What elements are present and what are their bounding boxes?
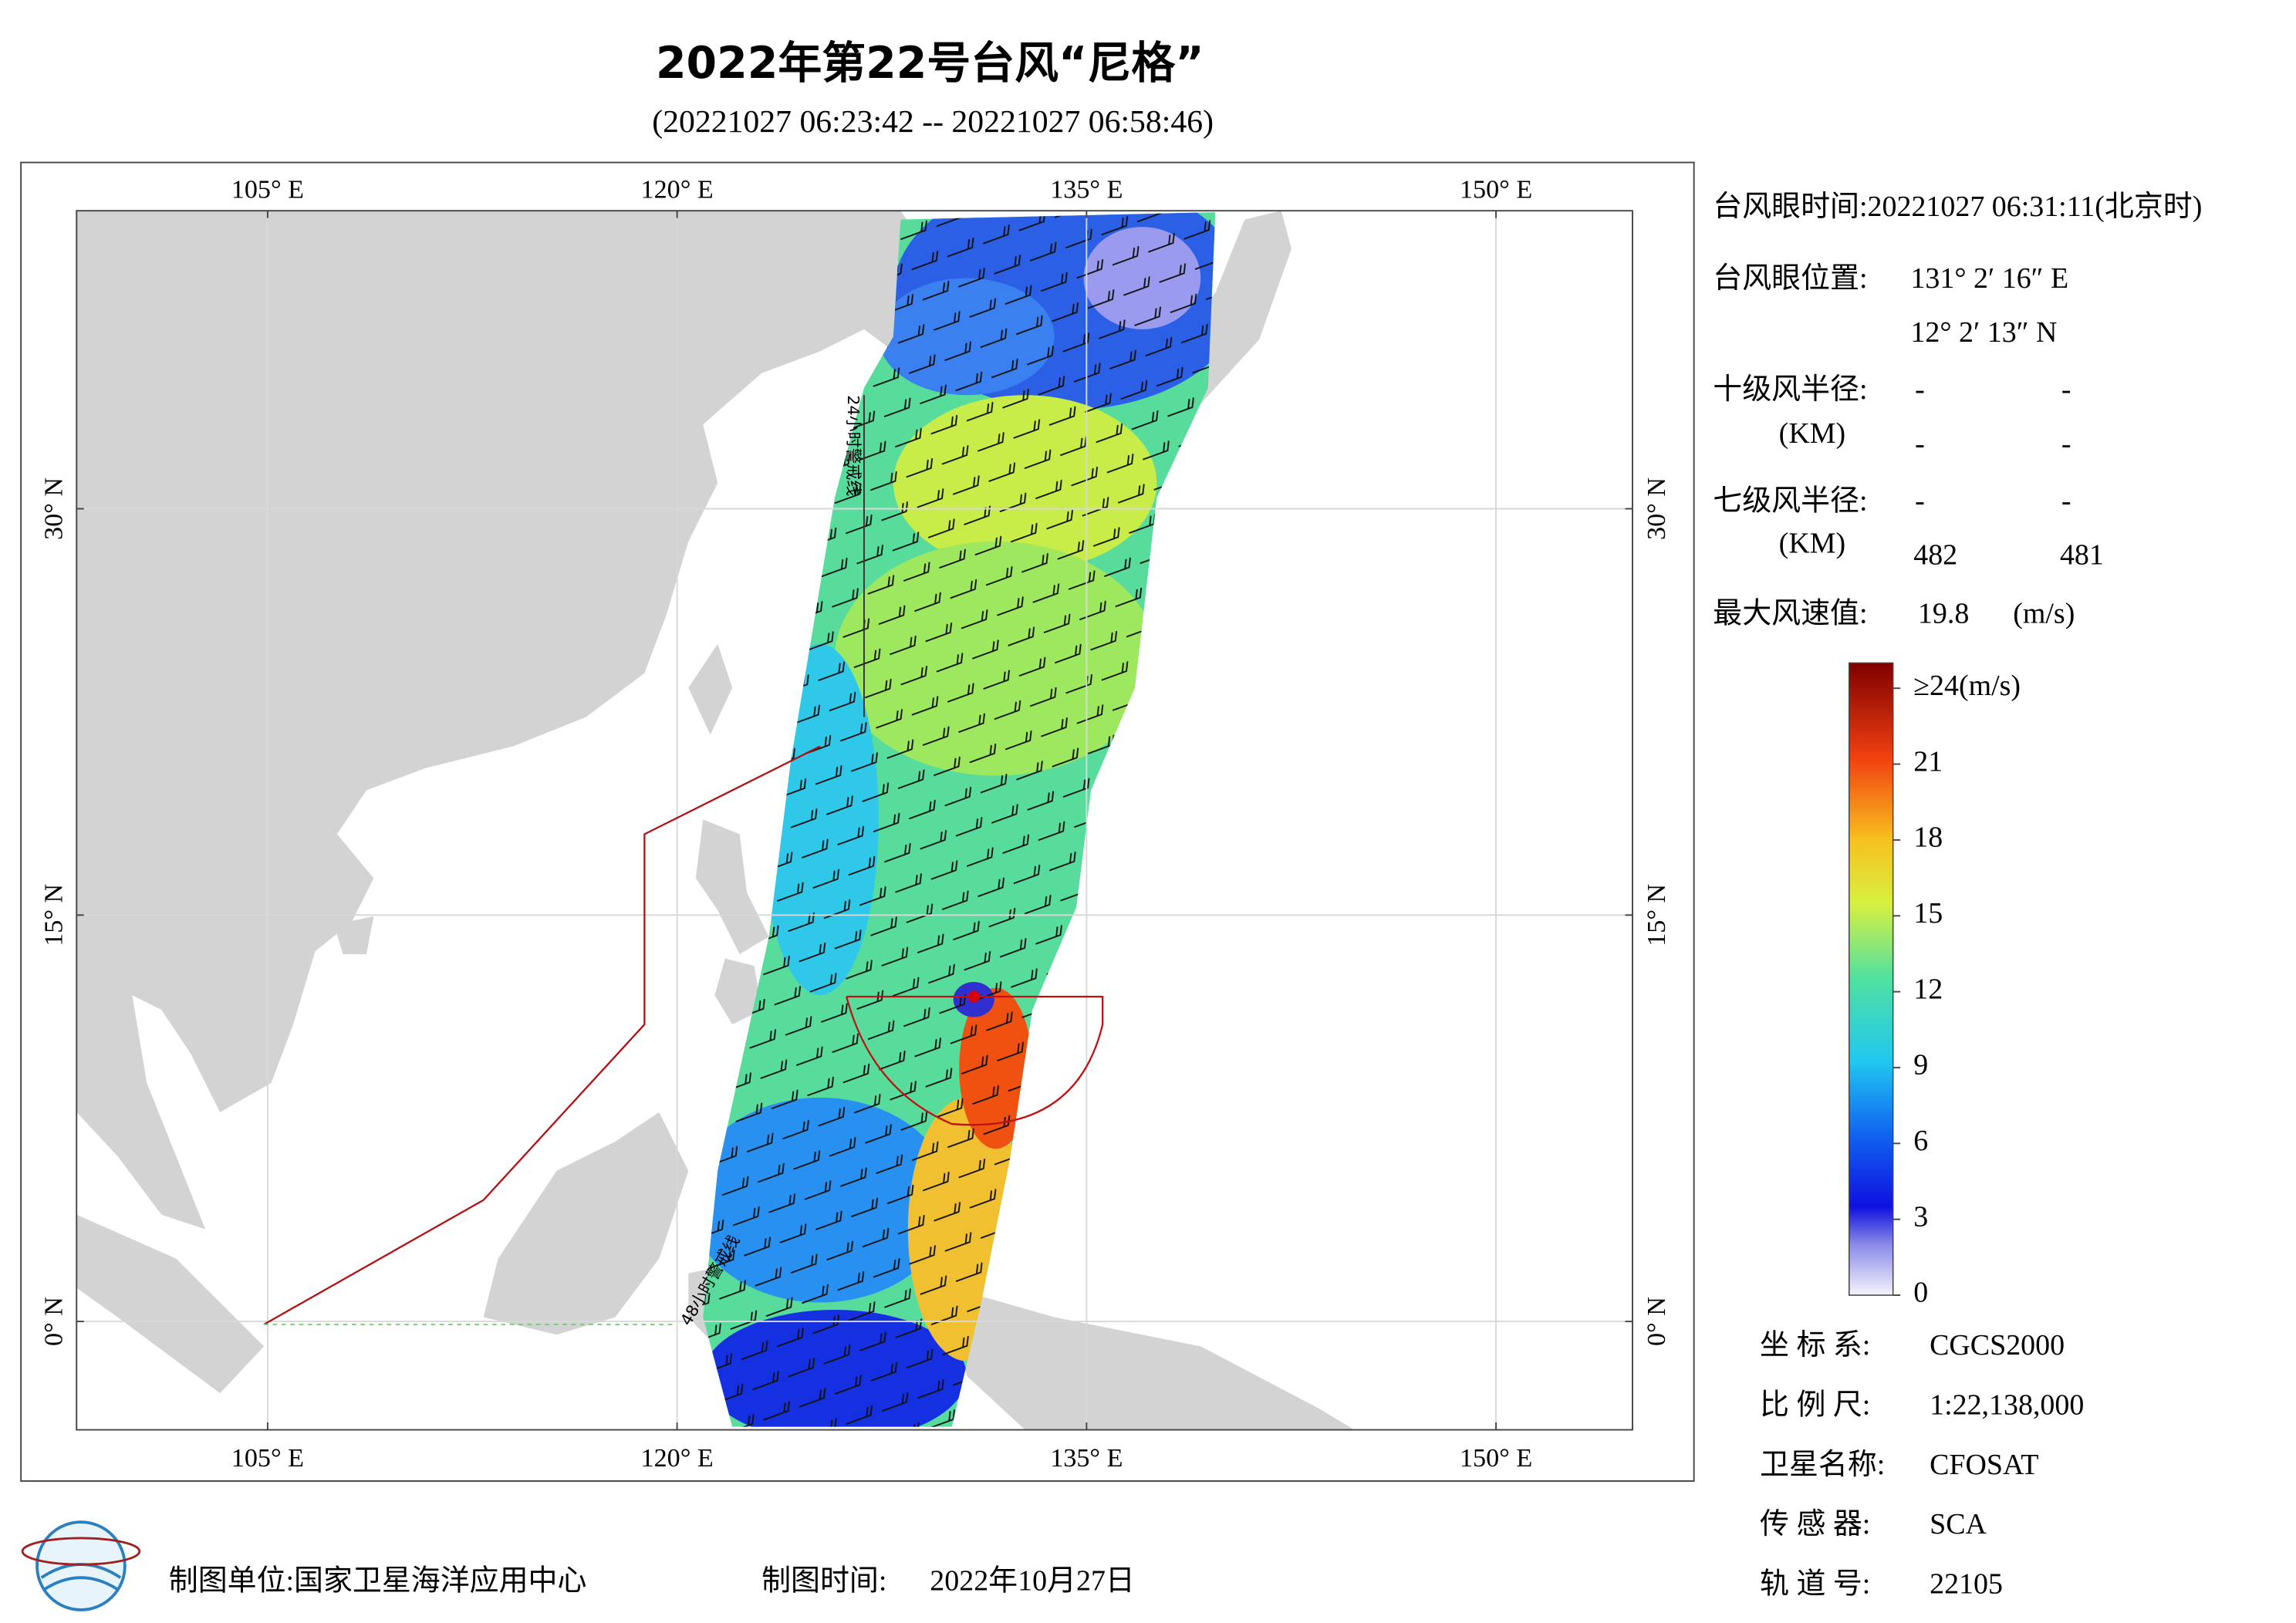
y-tick-label: 15° N: [40, 884, 69, 946]
meta-value: CGCS2000: [1930, 1329, 2065, 1361]
r7-value: 481: [2060, 539, 2104, 572]
y-tick-label: 0° N: [40, 1297, 69, 1346]
r10-value: -: [1915, 373, 1925, 406]
r10-unit: (KM): [1779, 417, 1845, 450]
r7-unit: (KM): [1779, 527, 1845, 559]
typhoon-eye: [967, 990, 980, 1003]
x-tick-label: 150° E: [1460, 175, 1532, 204]
colorbar-label: 15: [1913, 897, 1943, 930]
y-tick-label: 30° N: [1643, 477, 1671, 540]
x-tick-label: 135° E: [1050, 175, 1123, 204]
info-panel: 台风眼时间:20221027 06:31:11(北京时) 台风眼位置: 131°…: [1713, 191, 2202, 629]
title: 2022年第22号台风“尼格”: [656, 38, 1204, 89]
meta-panel: 坐 标 系: CGCS2000 比 例 尺: 1:22,138,000 卫星名称: CFO…: [1760, 1329, 2084, 1601]
graticule: [76, 211, 1633, 1430]
colorbar-label: 0: [1913, 1277, 1928, 1309]
y-tick-label: 0° N: [1643, 1297, 1671, 1346]
max-wind-unit: (m/s): [2013, 597, 2075, 629]
r10-label: 十级风半径:: [1713, 373, 1867, 406]
r10-value: -: [2061, 373, 2071, 406]
eye-position-label: 台风眼位置:: [1713, 262, 1867, 295]
colorbar-scale: [1849, 662, 1894, 1296]
eye-time: 台风眼时间:20221027 06:31:11(北京时): [1713, 191, 2202, 223]
colorbar-label: 18: [1913, 822, 1943, 854]
meta-label: 轨 道 号:: [1760, 1568, 1870, 1601]
meta-value: 22105: [1930, 1568, 2003, 1601]
max-wind-label: 最大风速值:: [1713, 597, 1867, 629]
meta-value: 1:22,138,000: [1930, 1388, 2084, 1421]
meta-value: SCA: [1930, 1508, 1987, 1540]
wind-radius-r7: [846, 995, 1104, 1126]
colorbar-label: 6: [1913, 1125, 1928, 1157]
colorbar-label: 12: [1913, 973, 1943, 1005]
r10-value: -: [2061, 427, 2071, 460]
warning-line-48h: [263, 745, 821, 1325]
plot-border: [76, 210, 1633, 1431]
x-tick-label: 120° E: [641, 1444, 714, 1473]
r10-value: -: [1915, 427, 1925, 460]
x-tick-label: 105° E: [231, 1444, 304, 1473]
x-tick-label: 120° E: [641, 175, 714, 204]
x-tick-label: 135° E: [1050, 1444, 1123, 1473]
r7-value: -: [1915, 484, 1925, 517]
footer-time: 2022年10月27日: [930, 1564, 1135, 1597]
annotation-24h: 24小时警戒线: [844, 395, 863, 496]
colorbar-label: 21: [1913, 745, 1943, 778]
meta-value: CFOSAT: [1930, 1449, 2038, 1481]
meta-label: 比 例 尺:: [1760, 1388, 1870, 1421]
r7-label: 七级风半径:: [1713, 484, 1867, 517]
eye-lat: 12° 2′ 13″ N: [1910, 316, 2057, 349]
colorbar: ≥24(m/s) 21 18 15 12 9 6 3 0: [1849, 662, 2021, 1309]
subtitle: (20221027 06:23:42 -- 20221027 06:58:46): [652, 104, 1214, 140]
colorbar-label: ≥24(m/s): [1913, 670, 2021, 702]
footer-time-label: 制图时间:: [761, 1564, 886, 1597]
eye-lon: 131° 2′ 16″ E: [1910, 262, 2068, 295]
meta-label: 坐 标 系:: [1760, 1329, 1870, 1361]
x-tick-label: 105° E: [231, 175, 304, 204]
x-tick-label: 150° E: [1460, 1444, 1532, 1473]
meta-label: 卫星名称:: [1760, 1449, 1885, 1481]
meta-label: 传 感 器:: [1760, 1508, 1870, 1540]
colorbar-label: 3: [1913, 1200, 1928, 1233]
footer-unit: 制图单位:国家卫星海洋应用中心: [169, 1564, 587, 1597]
map-frame: [20, 161, 1695, 1482]
colorbar-label: 9: [1913, 1049, 1928, 1081]
map-area: 24小时警戒线 48小时警戒线: [76, 211, 1633, 1430]
y-tick-label: 30° N: [40, 477, 69, 540]
r7-value: -: [2061, 484, 2071, 517]
r7-value: 482: [1913, 539, 1957, 572]
max-wind-value: 19.8: [1918, 597, 1969, 629]
logo: [21, 1520, 141, 1611]
y-tick-label: 15° N: [1643, 884, 1671, 946]
